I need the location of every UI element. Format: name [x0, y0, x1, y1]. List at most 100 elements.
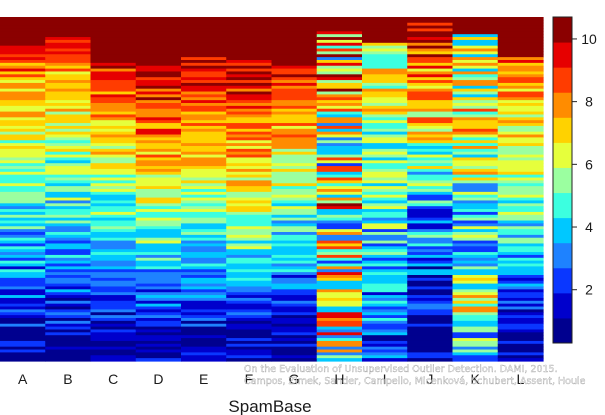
heatmap-cell: [452, 68, 499, 73]
heatmap-cell: [90, 154, 137, 159]
heatmap-cell: [407, 51, 454, 55]
heatmap-cell: [135, 71, 182, 75]
heatmap-cell: [0, 332, 46, 336]
heatmap-cell: [452, 217, 499, 222]
heatmap-cell: [452, 252, 499, 256]
heatmap-cell: [362, 114, 408, 118]
heatmap-cell: [362, 45, 408, 50]
heatmap-cell: [452, 25, 499, 30]
heatmap-cell: [362, 171, 408, 176]
heatmap-cell: [362, 88, 408, 93]
heatmap-cell: [226, 289, 273, 293]
heatmap-cell: [0, 237, 46, 242]
heatmap-cell: [407, 28, 454, 32]
heatmap-cell: [135, 209, 182, 213]
heatmap-cell: [362, 263, 408, 267]
heatmap-cell: [362, 157, 408, 161]
heatmap-cell: [45, 54, 92, 58]
heatmap-cell: [271, 352, 318, 356]
heatmap-cell: [271, 340, 318, 345]
heatmap-cell: [497, 269, 544, 273]
heatmap-cell: [362, 234, 408, 239]
heatmap-cell: [181, 358, 227, 362]
heatmap-cell: [0, 85, 46, 90]
heatmap-cell: [316, 191, 363, 196]
heatmap-cell: [45, 203, 92, 207]
heatmap-cell: [407, 335, 454, 339]
heatmap-cell: [45, 105, 92, 110]
heatmap-cell: [45, 206, 92, 210]
heatmap-cell: [407, 148, 454, 153]
heatmap-cell: [0, 257, 46, 262]
heatmap-cell: [497, 346, 544, 351]
heatmap-cell: [407, 312, 454, 316]
heatmap-cell: [497, 37, 544, 41]
heatmap-cell: [181, 266, 227, 270]
heatmap-cell: [452, 123, 499, 127]
heatmap-cell: [497, 131, 544, 136]
heatmap-cell: [497, 338, 544, 342]
heatmap-cell: [181, 65, 227, 70]
heatmap-cell: [45, 45, 92, 50]
heatmap-cell: [226, 197, 273, 202]
heatmap-cell: [181, 355, 227, 359]
heatmap-cell: [181, 154, 227, 159]
heatmap-cell: [90, 108, 137, 113]
heatmap-cell: [271, 338, 318, 342]
heatmap-cell: [45, 329, 92, 333]
heatmap-cell: [407, 237, 454, 242]
heatmap-cell: [271, 206, 318, 210]
colorbar-band: [553, 17, 572, 43]
heatmap-cell: [362, 28, 408, 32]
heatmap-cell: [452, 174, 499, 179]
heatmap-cell: [407, 91, 454, 95]
heatmap-cell: [90, 246, 137, 250]
heatmap-cell: [226, 180, 273, 184]
heatmap-cell: [226, 315, 273, 319]
heatmap-cell: [316, 352, 363, 356]
heatmap-cell: [362, 214, 408, 219]
heatmap-cell: [226, 160, 273, 164]
heatmap-cell: [181, 234, 227, 239]
heatmap-cell: [452, 232, 499, 236]
heatmap-cell: [497, 223, 544, 227]
heatmap-cell: [181, 323, 227, 328]
heatmap-cell: [407, 260, 454, 265]
heatmap-cell: [135, 306, 182, 310]
heatmap-cell: [316, 103, 363, 107]
heatmap-cell: [0, 68, 46, 73]
heatmap-cell: [497, 108, 544, 113]
heatmap-cell: [497, 335, 544, 339]
heatmap-cell: [271, 114, 318, 118]
heatmap-cell: [90, 51, 137, 55]
heatmap-cell: [407, 45, 454, 50]
heatmap-cell: [362, 240, 408, 245]
heatmap-cell: [135, 174, 182, 179]
heatmap-cell: [271, 146, 318, 150]
heatmap-cell: [497, 263, 544, 267]
heatmap-cell: [181, 277, 227, 282]
heatmap-cell: [135, 180, 182, 184]
heatmap-cell: [90, 283, 137, 288]
heatmap-cell: [362, 77, 408, 81]
heatmap-cell: [45, 88, 92, 93]
heatmap-cell: [271, 306, 318, 310]
heatmap-cell: [0, 295, 46, 299]
heatmap-cell: [452, 51, 499, 55]
heatmap-cell: [497, 148, 544, 153]
heatmap-cell: [407, 85, 454, 90]
heatmap-cell: [497, 177, 544, 181]
heatmap-cell: [362, 91, 408, 95]
heatmap-cell: [497, 194, 544, 199]
heatmap-cell: [497, 125, 544, 130]
heatmap-cell: [271, 100, 318, 104]
heatmap-cell: [90, 125, 137, 130]
x-axis-label: SpamBase: [228, 397, 311, 415]
heatmap-cell: [407, 31, 454, 35]
heatmap-cell: [45, 246, 92, 250]
heatmap-cell: [452, 125, 499, 130]
heatmap-cell: [45, 171, 92, 176]
heatmap-cell: [226, 214, 273, 219]
heatmap-cell: [90, 65, 137, 70]
heatmap-cell: [90, 272, 137, 276]
